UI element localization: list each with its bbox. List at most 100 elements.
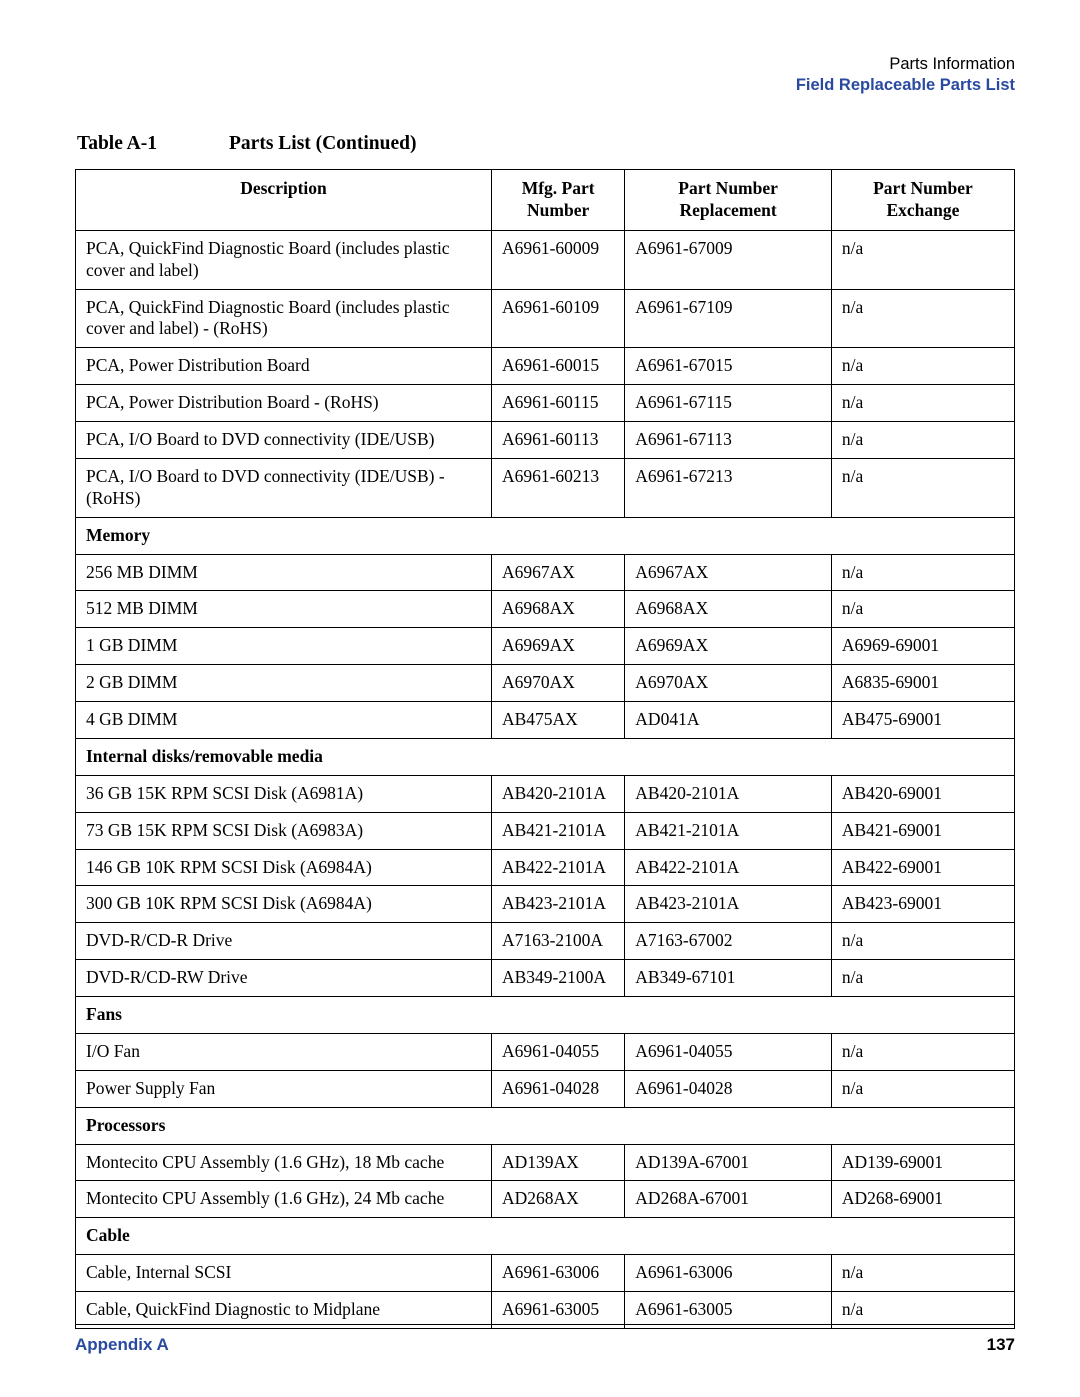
cell-description: PCA, I/O Board to DVD connectivity (IDE/… — [76, 458, 492, 517]
page: Parts Information Field Replaceable Part… — [0, 0, 1080, 1397]
cell-exchange: AB421-69001 — [831, 812, 1014, 849]
cell-replacement: A6961-67009 — [625, 230, 832, 289]
cell-exchange: AB422-69001 — [831, 849, 1014, 886]
page-header: Parts Information Field Replaceable Part… — [75, 55, 1015, 95]
cell-mfg-part: AB349-2100A — [491, 960, 624, 997]
cell-mfg-part: A6961-04028 — [491, 1070, 624, 1107]
cell-description: PCA, Power Distribution Board — [76, 348, 492, 385]
section-label: Processors — [76, 1107, 1015, 1144]
cell-replacement: A6970AX — [625, 665, 832, 702]
col-header-rep-l1: Part Number — [678, 178, 778, 198]
table-row: PCA, Power Distribution BoardA6961-60015… — [76, 348, 1015, 385]
table-row: PCA, I/O Board to DVD connectivity (IDE/… — [76, 458, 1015, 517]
cell-mfg-part: AB422-2101A — [491, 849, 624, 886]
cell-replacement: A6969AX — [625, 628, 832, 665]
table-row: 73 GB 15K RPM SCSI Disk (A6983A)AB421-21… — [76, 812, 1015, 849]
cell-mfg-part: A7163-2100A — [491, 923, 624, 960]
col-header-replacement: Part Number Replacement — [625, 170, 832, 231]
cell-replacement: A6961-63006 — [625, 1255, 832, 1292]
table-section-row: Cable — [76, 1218, 1015, 1255]
cell-replacement: AD139A-67001 — [625, 1144, 832, 1181]
cell-description: 1 GB DIMM — [76, 628, 492, 665]
table-row: 146 GB 10K RPM SCSI Disk (A6984A)AB422-2… — [76, 849, 1015, 886]
table-row: PCA, I/O Board to DVD connectivity (IDE/… — [76, 422, 1015, 459]
section-label: Cable — [76, 1218, 1015, 1255]
table-row: PCA, QuickFind Diagnostic Board (include… — [76, 230, 1015, 289]
cell-mfg-part: A6961-60109 — [491, 289, 624, 348]
col-header-mfg-l2: Number — [527, 200, 589, 220]
cell-exchange: n/a — [831, 348, 1014, 385]
table-row: PCA, QuickFind Diagnostic Board (include… — [76, 289, 1015, 348]
cell-description: Cable, Internal SCSI — [76, 1255, 492, 1292]
table-row: Montecito CPU Assembly (1.6 GHz), 18 Mb … — [76, 1144, 1015, 1181]
cell-exchange: n/a — [831, 458, 1014, 517]
cell-description: PCA, QuickFind Diagnostic Board (include… — [76, 289, 492, 348]
table-head: Description Mfg. Part Number Part Number… — [76, 170, 1015, 231]
cell-exchange: n/a — [831, 1070, 1014, 1107]
cell-mfg-part: A6969AX — [491, 628, 624, 665]
table-row: 300 GB 10K RPM SCSI Disk (A6984A)AB423-2… — [76, 886, 1015, 923]
table-row: DVD-R/CD-R DriveA7163-2100AA7163-67002n/… — [76, 923, 1015, 960]
col-header-exchange: Part Number Exchange — [831, 170, 1014, 231]
table-section-row: Processors — [76, 1107, 1015, 1144]
col-header-description: Description — [76, 170, 492, 231]
cell-exchange: AB420-69001 — [831, 775, 1014, 812]
cell-replacement: A7163-67002 — [625, 923, 832, 960]
cell-replacement: AD041A — [625, 702, 832, 739]
cell-exchange: A6835-69001 — [831, 665, 1014, 702]
cell-exchange: n/a — [831, 1255, 1014, 1292]
table-row: 256 MB DIMMA6967AXA6967AXn/a — [76, 554, 1015, 591]
cell-replacement: A6961-67015 — [625, 348, 832, 385]
col-header-mfg-l1: Mfg. Part — [522, 178, 595, 198]
table-caption: Table A-1Parts List (Continued) — [77, 133, 1015, 155]
cell-description: Montecito CPU Assembly (1.6 GHz), 24 Mb … — [76, 1181, 492, 1218]
header-chapter: Parts Information — [75, 55, 1015, 74]
cell-description: 73 GB 15K RPM SCSI Disk (A6983A) — [76, 812, 492, 849]
cell-exchange: AB475-69001 — [831, 702, 1014, 739]
cell-mfg-part: AD268AX — [491, 1181, 624, 1218]
cell-replacement: A6968AX — [625, 591, 832, 628]
table-row: PCA, Power Distribution Board - (RoHS)A6… — [76, 385, 1015, 422]
col-header-exch-l1: Part Number — [873, 178, 973, 198]
cell-description: Cable, QuickFind Diagnostic to Midplane — [76, 1292, 492, 1329]
cell-mfg-part: A6961-63005 — [491, 1292, 624, 1329]
cell-mfg-part: A6961-60009 — [491, 230, 624, 289]
table-row: 512 MB DIMMA6968AXA6968AXn/a — [76, 591, 1015, 628]
cell-description: PCA, I/O Board to DVD connectivity (IDE/… — [76, 422, 492, 459]
cell-description: 256 MB DIMM — [76, 554, 492, 591]
cell-exchange: n/a — [831, 289, 1014, 348]
cell-description: 512 MB DIMM — [76, 591, 492, 628]
cell-mfg-part: A6961-60115 — [491, 385, 624, 422]
col-header-mfg: Mfg. Part Number — [491, 170, 624, 231]
cell-mfg-part: AB421-2101A — [491, 812, 624, 849]
cell-mfg-part: A6968AX — [491, 591, 624, 628]
cell-replacement: A6961-67213 — [625, 458, 832, 517]
cell-exchange: n/a — [831, 1033, 1014, 1070]
table-title: Parts List (Continued) — [229, 133, 416, 154]
cell-description: Power Supply Fan — [76, 1070, 492, 1107]
table-row: 4 GB DIMMAB475AXAD041AAB475-69001 — [76, 702, 1015, 739]
cell-replacement: A6961-04055 — [625, 1033, 832, 1070]
table-section-row: Internal disks/removable media — [76, 738, 1015, 775]
table-row: Power Supply FanA6961-04028A6961-04028n/… — [76, 1070, 1015, 1107]
table-row: DVD-R/CD-RW DriveAB349-2100AAB349-67101n… — [76, 960, 1015, 997]
cell-mfg-part: AD139AX — [491, 1144, 624, 1181]
table-section-row: Fans — [76, 997, 1015, 1034]
cell-replacement: AB420-2101A — [625, 775, 832, 812]
cell-description: 2 GB DIMM — [76, 665, 492, 702]
cell-mfg-part: A6961-04055 — [491, 1033, 624, 1070]
table-section-row: Memory — [76, 517, 1015, 554]
cell-description: 146 GB 10K RPM SCSI Disk (A6984A) — [76, 849, 492, 886]
cell-replacement: A6961-67109 — [625, 289, 832, 348]
cell-mfg-part: AB420-2101A — [491, 775, 624, 812]
table-row: 2 GB DIMMA6970AXA6970AXA6835-69001 — [76, 665, 1015, 702]
footer-row: Appendix A 137 — [75, 1335, 1015, 1355]
cell-exchange: n/a — [831, 422, 1014, 459]
cell-mfg-part: AB475AX — [491, 702, 624, 739]
cell-description: DVD-R/CD-RW Drive — [76, 960, 492, 997]
cell-description: 4 GB DIMM — [76, 702, 492, 739]
cell-description: 36 GB 15K RPM SCSI Disk (A6981A) — [76, 775, 492, 812]
cell-exchange: n/a — [831, 230, 1014, 289]
cell-mfg-part: AB423-2101A — [491, 886, 624, 923]
footer-page-number: 137 — [987, 1335, 1015, 1355]
